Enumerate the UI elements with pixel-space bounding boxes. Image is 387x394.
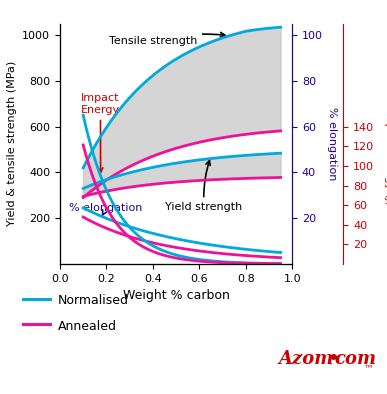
Text: •: • — [327, 349, 339, 368]
Text: % elongation: % elongation — [69, 203, 143, 216]
Text: Normalised: Normalised — [58, 294, 129, 307]
Y-axis label: Yield & tensile strength (MPa): Yield & tensile strength (MPa) — [7, 61, 17, 227]
Text: ™: ™ — [364, 363, 373, 374]
Text: Yield strength: Yield strength — [165, 161, 243, 212]
Y-axis label: Izod Impact energy (J): Izod Impact energy (J) — [384, 82, 387, 205]
Text: Annealed: Annealed — [58, 320, 117, 333]
Y-axis label: % elongation: % elongation — [327, 107, 337, 180]
X-axis label: Weight % carbon: Weight % carbon — [123, 289, 229, 302]
Text: Azom: Azom — [279, 349, 334, 368]
Text: Impact
Energy: Impact Energy — [81, 93, 120, 172]
Text: Tensile strength: Tensile strength — [109, 32, 225, 46]
Text: com: com — [335, 349, 377, 368]
